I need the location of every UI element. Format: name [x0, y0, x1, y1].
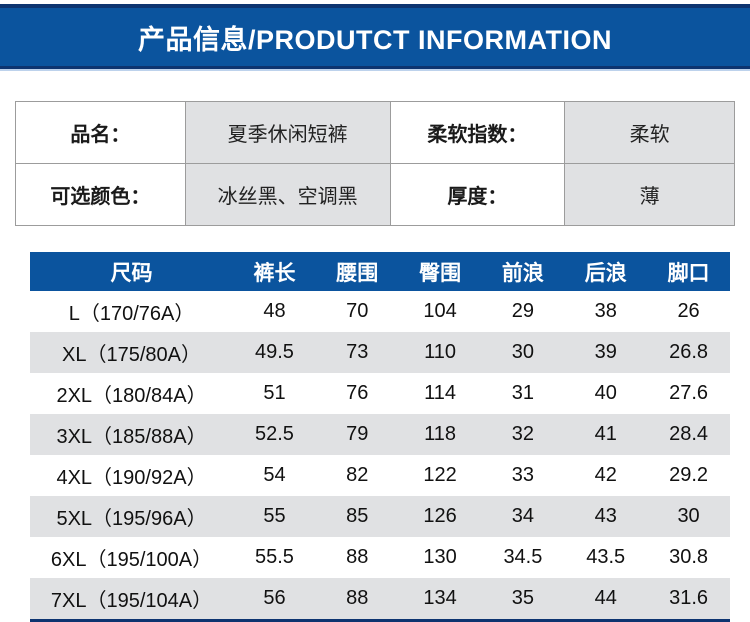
- measure-cell: 40: [564, 373, 648, 414]
- measure-cell: 34: [481, 496, 565, 537]
- available-colors-label: 可选颜色：: [15, 163, 186, 226]
- measure-cell: 27.6: [647, 373, 730, 414]
- product-name-label: 品名：: [15, 101, 186, 164]
- measure-cell: 29.2: [647, 455, 730, 496]
- measure-cell: 70: [315, 291, 399, 332]
- size-row-2XL: 2XL（180/84A） 51 76 114 31 40 27.6: [30, 373, 730, 414]
- product-info-banner: 产品信息/PRODUTCT INFORMATION: [0, 4, 750, 71]
- measure-cell: 48: [233, 291, 316, 332]
- measure-cell: 31: [481, 373, 565, 414]
- measure-cell: 55: [233, 496, 316, 537]
- size-row-XL: XL（175/80A） 49.5 73 110 30 39 26.8: [30, 332, 730, 373]
- measure-cell: 39: [564, 332, 648, 373]
- measure-cell: 49.5: [233, 332, 316, 373]
- measure-cell: 30.8: [647, 537, 730, 578]
- softness-index-value: 柔软: [564, 101, 735, 164]
- measure-cell: 41: [564, 414, 648, 455]
- measure-cell: 54: [233, 455, 316, 496]
- measure-cell: 30: [481, 332, 565, 373]
- thickness-value: 薄: [564, 163, 735, 226]
- size-cell: 7XL（195/104A）: [30, 578, 234, 621]
- product-info-table: 品名： 夏季休闲短裤 柔软指数： 柔软 可选颜色： 冰丝黑、空调黑 厚度： 薄: [15, 101, 735, 226]
- measure-cell: 43.5: [564, 537, 648, 578]
- measure-cell: 134: [398, 578, 482, 621]
- measure-cell: 118: [398, 414, 482, 455]
- size-cell: L（170/76A）: [30, 291, 234, 332]
- header-back-rise: 后浪: [564, 252, 648, 291]
- softness-index-label: 柔软指数：: [389, 101, 566, 164]
- measure-cell: 110: [398, 332, 482, 373]
- size-cell: 4XL（190/92A）: [30, 455, 234, 496]
- measure-cell: 73: [315, 332, 399, 373]
- measure-cell: 55.5: [233, 537, 316, 578]
- banner-title: 产品信息/PRODUTCT INFORMATION: [138, 24, 612, 55]
- measure-cell: 51: [233, 373, 316, 414]
- thickness-label: 厚度：: [389, 163, 566, 226]
- measure-cell: 32: [481, 414, 565, 455]
- measure-cell: 88: [315, 537, 399, 578]
- measure-cell: 42: [564, 455, 648, 496]
- measure-cell: 52.5: [233, 414, 316, 455]
- measure-cell: 30: [647, 496, 730, 537]
- measure-cell: 88: [315, 578, 399, 621]
- measure-cell: 82: [315, 455, 399, 496]
- header-front-rise: 前浪: [481, 252, 565, 291]
- measure-cell: 38: [564, 291, 648, 332]
- measure-cell: 85: [315, 496, 399, 537]
- size-cell: 2XL（180/84A）: [30, 373, 234, 414]
- measure-cell: 126: [398, 496, 482, 537]
- size-row-4XL: 4XL（190/92A） 54 82 122 33 42 29.2: [30, 455, 730, 496]
- header-waist: 腰围: [315, 252, 399, 291]
- size-cell: XL（175/80A）: [30, 332, 234, 373]
- size-cell: 6XL（195/100A）: [30, 537, 234, 578]
- header-leg-opening: 脚口: [647, 252, 730, 291]
- measure-cell: 122: [398, 455, 482, 496]
- available-colors-value: 冰丝黑、空调黑: [184, 163, 391, 226]
- measure-cell: 33: [481, 455, 565, 496]
- header-size: 尺码: [30, 252, 234, 291]
- measure-cell: 31.6: [647, 578, 730, 621]
- size-cell: 3XL（185/88A）: [30, 414, 234, 455]
- measure-cell: 104: [398, 291, 482, 332]
- measure-cell: 114: [398, 373, 482, 414]
- measure-cell: 26: [647, 291, 730, 332]
- size-row-7XL: 7XL（195/104A） 56 88 134 35 44 31.6: [30, 578, 730, 621]
- measure-cell: 44: [564, 578, 648, 621]
- size-row-L: L（170/76A） 48 70 104 29 38 26: [30, 291, 730, 332]
- measure-cell: 76: [315, 373, 399, 414]
- measure-cell: 35: [481, 578, 565, 621]
- size-row-6XL: 6XL（195/100A） 55.5 88 130 34.5 43.5 30.8: [30, 537, 730, 578]
- size-cell: 5XL（195/96A）: [30, 496, 234, 537]
- banner-underline: [0, 69, 750, 71]
- measure-cell: 28.4: [647, 414, 730, 455]
- measure-cell: 26.8: [647, 332, 730, 373]
- product-name-value: 夏季休闲短裤: [184, 101, 391, 164]
- measure-cell: 34.5: [481, 537, 565, 578]
- measure-cell: 43: [564, 496, 648, 537]
- size-row-3XL: 3XL（185/88A） 52.5 79 118 32 41 28.4: [30, 414, 730, 455]
- measure-cell: 56: [233, 578, 316, 621]
- size-chart-table: 尺码 裤长 腰围 臀围 前浪 后浪 脚口 L（170/76A） 48 70 10…: [30, 252, 730, 622]
- header-hip: 臀围: [398, 252, 482, 291]
- measure-cell: 79: [315, 414, 399, 455]
- measure-cell: 130: [398, 537, 482, 578]
- header-pants-length: 裤长: [233, 252, 316, 291]
- info-row-name-softness: 品名： 夏季休闲短裤 柔软指数： 柔软: [15, 101, 735, 164]
- size-row-5XL: 5XL（195/96A） 55 85 126 34 43 30: [30, 496, 730, 537]
- size-chart-header-row: 尺码 裤长 腰围 臀围 前浪 后浪 脚口: [30, 252, 730, 291]
- info-row-colors-thickness: 可选颜色： 冰丝黑、空调黑 厚度： 薄: [15, 163, 735, 226]
- measure-cell: 29: [481, 291, 565, 332]
- banner-bar: 产品信息/PRODUTCT INFORMATION: [0, 4, 750, 69]
